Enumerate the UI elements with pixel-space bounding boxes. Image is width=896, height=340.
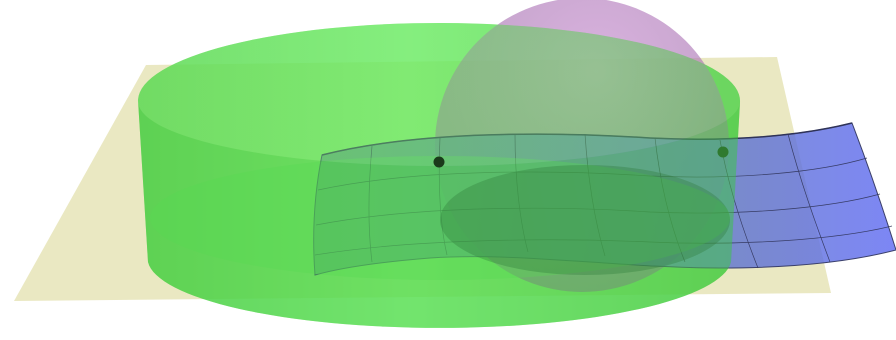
cylinder-bottom-ellipse	[150, 156, 730, 280]
sphere-lower-shade	[440, 165, 730, 275]
cylinder-top-rim	[137, 22, 741, 167]
cylinder-front-wall	[137, 100, 741, 328]
point-green	[717, 146, 729, 158]
point-dark	[433, 156, 445, 168]
